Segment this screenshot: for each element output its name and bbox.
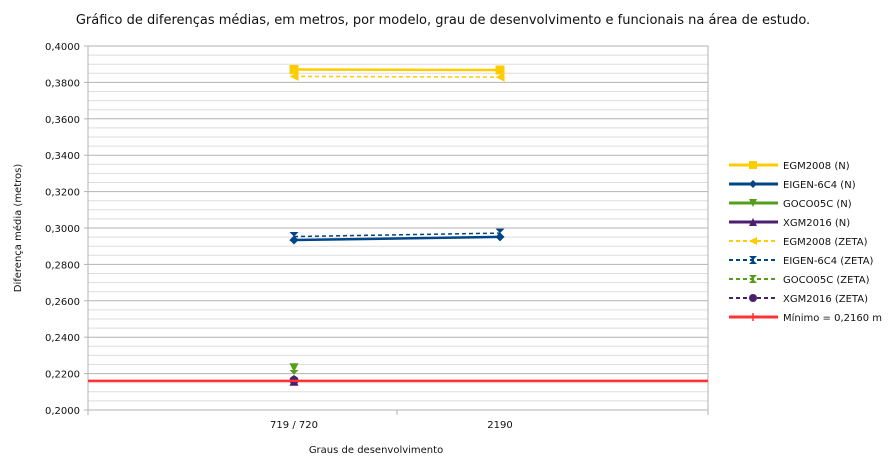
legend-item: XGM2016 (ZETA) [729,294,868,305]
legend-label: EGM2008 (N) [783,161,850,172]
y-tick-label: 0,2800 [45,260,80,271]
y-tick-label: 0,3600 [45,115,80,126]
series-egm2008-n [289,64,505,75]
series-goco05c-n [289,363,299,373]
legend-label: XGM2016 (N) [783,218,850,229]
series-line [293,235,501,242]
data-point [749,294,757,302]
data-point [749,237,757,245]
y-tick-label: 0,4000 [45,42,80,53]
series-line [293,75,501,78]
data-point [749,199,757,207]
legend-item: Mínimo = 0,2160 m [729,312,882,324]
data-point [289,71,299,81]
y-tick-label: 0,3400 [45,151,80,162]
data-point [289,232,299,242]
y-axis-ticks: 0,2000 0,2200 0,2400 0,2600 0,2800 0,3000 0,32… [45,42,88,417]
series-eigen-6c4-zeta [289,228,505,242]
data-point [749,180,757,188]
y-tick-label: 0,3200 [45,188,80,199]
legend-label: Mínimo = 0,2160 m [783,312,882,324]
y-tick-label: 0,2000 [45,406,80,417]
legend-label: GOCO05C (N) [783,199,852,210]
y-axis-label: Diferença média (metros) [12,164,24,293]
x-tick-label: 2190 [487,420,512,431]
series-layer [88,64,708,386]
x-axis-label: Graus de desenvolvimento [309,445,443,456]
series-line [293,68,501,72]
data-point [749,256,757,264]
y-tick-label: 0,3800 [45,78,80,89]
legend-item: EGM2008 (ZETA) [729,237,868,248]
x-axis-ticks: 719 / 720 2190 [87,410,709,431]
data-point [495,228,505,238]
legend-item: GOCO05C (ZETA) [729,275,870,286]
legend-item: EIGEN-6C4 (ZETA) [729,256,874,267]
data-point [749,218,757,226]
series-line [293,232,501,238]
grid-lines [88,45,708,411]
series-eigen-6c4-n [289,232,505,245]
legend-item: GOCO05C (N) [729,199,852,210]
x-tick-label: 719 / 720 [270,420,318,431]
legend-item: XGM2016 (N) [729,218,850,229]
data-point [749,161,757,169]
y-tick-label: 0,2400 [45,333,80,344]
data-point [749,275,757,283]
y-tick-label: 0,3000 [45,224,80,235]
chart-title: Gráfico de diferenças médias, em metros,… [76,13,810,28]
y-tick-label: 0,2200 [45,370,80,381]
legend-label: GOCO05C (ZETA) [783,275,870,286]
legend-label: XGM2016 (ZETA) [783,294,868,305]
legend-label: EIGEN-6C4 (ZETA) [783,256,874,267]
data-point [495,65,505,75]
data-point [495,72,505,82]
data-point [289,64,299,74]
legend-label: EGM2008 (ZETA) [783,237,868,248]
data-point [289,363,299,373]
legend-item: EIGEN-6C4 (N) [729,180,856,191]
series-egm2008-zeta [289,71,505,82]
legend: EGM2008 (N) EIGEN-6C4 (N) GOCO05C (N) XGM20… [729,161,882,324]
y-tick-label: 0,2600 [45,297,80,308]
legend-item: EGM2008 (N) [729,161,850,172]
legend-label: EIGEN-6C4 (N) [783,180,856,191]
data-point [749,313,757,321]
